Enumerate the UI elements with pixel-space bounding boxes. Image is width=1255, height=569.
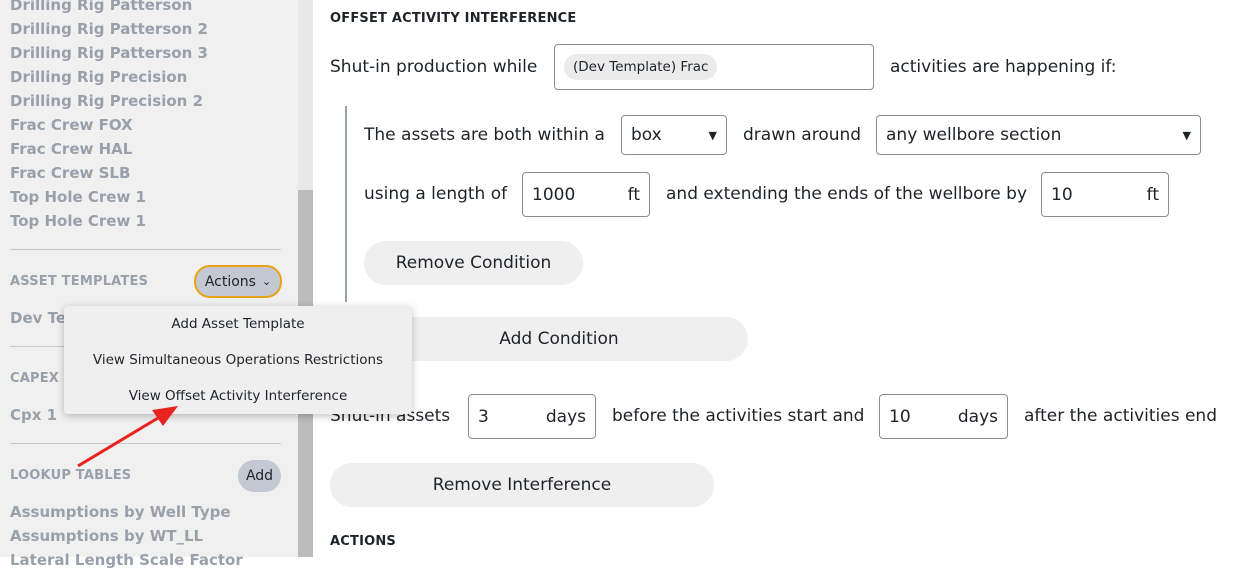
sidebar-item[interactable]: Assumptions by Well Type [10, 503, 231, 521]
length-input[interactable]: 1000 ft [522, 172, 650, 217]
shape-value: box [631, 125, 662, 145]
label: before the activities start and [612, 406, 865, 426]
unit: ft [1146, 184, 1159, 205]
section-value: any wellbore section [886, 125, 1062, 145]
add-lookup-button[interactable]: Add [238, 460, 281, 492]
extend-input[interactable]: 10 ft [1041, 172, 1169, 217]
actions-label: Actions [204, 273, 256, 290]
actions-button[interactable]: Actions ⌄ [194, 265, 282, 298]
sidebar-item[interactable]: Top Hole Crew 1 [10, 188, 146, 206]
actions-heading: ACTIONS [330, 534, 397, 549]
sidebar-item[interactable]: Drilling Rig Patterson 3 [10, 44, 208, 62]
before-value: 3 [478, 406, 489, 427]
extend-value: 10 [1051, 184, 1073, 205]
before-days-input[interactable]: 3 days [468, 394, 596, 439]
chevron-down-icon: ▼ [708, 128, 717, 142]
sidebar-item[interactable]: Frac Crew SLB [10, 164, 131, 182]
after-value: 10 [889, 406, 911, 427]
label: using a length of [364, 184, 508, 204]
menu-item-view-offset-activity-interference[interactable]: View Offset Activity Interference [128, 388, 348, 404]
sidebar-item[interactable]: Drilling Rig Patterson 2 [10, 20, 208, 38]
label: Shut-in production while [330, 57, 538, 77]
chevron-down-icon: ⌄ [261, 275, 272, 288]
chevron-down-icon: ▼ [1182, 128, 1191, 142]
menu-item-add-asset-template[interactable]: Add Asset Template [171, 316, 305, 332]
shape-select[interactable]: box ▼ [621, 115, 727, 155]
label: drawn around [743, 125, 862, 145]
actions-dropdown-menu: Add Asset Template View Simultaneous Ope… [64, 306, 412, 414]
remove-interference-button[interactable]: Remove Interference [330, 463, 714, 507]
unit: ft [627, 184, 640, 205]
activity-tag[interactable]: (Dev Template) Frac [564, 54, 718, 80]
sidebar-item[interactable]: Frac Crew FOX [10, 116, 133, 134]
activity-select[interactable]: (Dev Template) Frac [554, 44, 874, 90]
sidebar: Drilling Rig Patterson Drilling Rig Patt… [0, 0, 298, 569]
asset-templates-heading: ASSET TEMPLATES [10, 274, 149, 289]
divider [10, 443, 281, 444]
label: after the activities end [1024, 406, 1217, 426]
annotation-arrow-icon [77, 406, 178, 468]
menu-item-view-simops-restrictions[interactable]: View Simultaneous Operations Restriction… [92, 352, 384, 368]
label: The assets are both within a [364, 125, 605, 145]
sidebar-item[interactable]: Drilling Rig Precision [10, 68, 188, 86]
after-days-input[interactable]: 10 days [879, 394, 1008, 439]
sidebar-item[interactable]: Drilling Rig Precision 2 [10, 92, 204, 110]
condition-border [345, 106, 347, 302]
lookup-tables-heading: LOOKUP TABLES [10, 468, 132, 483]
sidebar-item[interactable]: Drilling Rig Patterson [10, 0, 193, 14]
length-value: 1000 [532, 184, 576, 205]
section-select[interactable]: any wellbore section ▼ [876, 115, 1201, 155]
page-title: OFFSET ACTIVITY INTERFERENCE [330, 11, 577, 26]
divider [10, 249, 281, 250]
capex-heading: CAPEX I [10, 371, 69, 386]
unit: days [545, 406, 586, 427]
label: activities are happening if: [890, 57, 1117, 77]
sidebar-item-cpx[interactable]: Cpx 1 [10, 406, 58, 424]
remove-condition-button[interactable]: Remove Condition [364, 241, 583, 285]
unit: days [957, 406, 998, 427]
label: and extending the ends of the wellbore b… [666, 184, 1028, 204]
sidebar-item[interactable]: Top Hole Crew 1 [10, 212, 146, 230]
sidebar-item[interactable]: Assumptions by WT_LL [10, 527, 204, 545]
sidebar-item[interactable]: Frac Crew HAL [10, 140, 133, 158]
